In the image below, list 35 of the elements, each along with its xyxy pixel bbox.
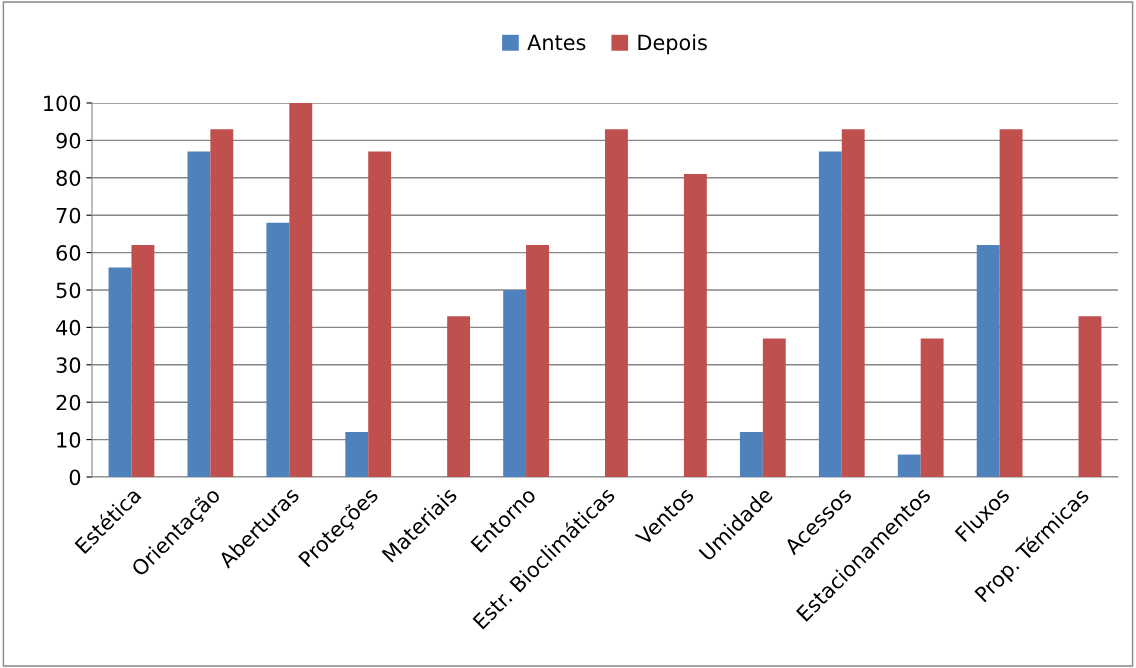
bar <box>999 129 1023 477</box>
bar <box>345 432 369 477</box>
bar <box>683 174 707 477</box>
y-tick-label: 90 <box>56 132 81 149</box>
bar <box>368 151 392 477</box>
y-tick-label: 80 <box>56 170 81 187</box>
bar <box>266 222 290 477</box>
bar <box>605 129 628 477</box>
y-tick-label: 20 <box>56 394 81 411</box>
legend-label: Antes <box>527 34 586 51</box>
bar <box>818 151 842 477</box>
legend-label: Depois <box>638 34 707 55</box>
y-tick-label: 10 <box>57 432 81 448</box>
bar <box>739 432 763 477</box>
bar <box>1078 316 1102 477</box>
y-tick-label: 0 <box>69 469 81 486</box>
bar <box>976 245 1000 477</box>
bar <box>447 316 471 477</box>
bar <box>897 454 921 477</box>
bar <box>108 267 132 477</box>
bar <box>526 245 549 477</box>
bar <box>210 129 234 477</box>
y-tick-label: 30 <box>56 357 81 374</box>
bar <box>762 338 786 477</box>
y-tick-label: 40 <box>56 319 81 336</box>
bar <box>187 151 211 477</box>
bar <box>841 129 865 477</box>
y-tick-label: 70 <box>56 207 81 224</box>
y-tick-label: 100 <box>44 95 81 112</box>
bar <box>503 290 527 477</box>
y-tick-label: 60 <box>56 245 81 261</box>
bar <box>920 338 944 477</box>
bar <box>131 245 155 477</box>
bar <box>289 103 313 477</box>
y-tick-label: 50 <box>56 282 81 299</box>
